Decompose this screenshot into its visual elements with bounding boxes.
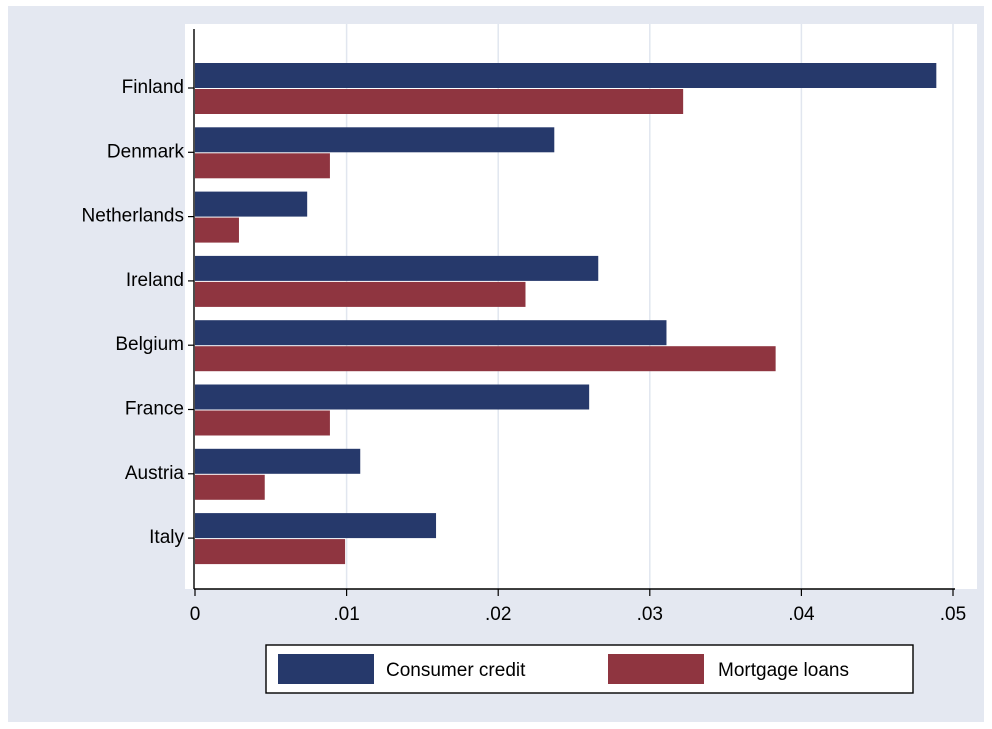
bar-ireland-mortgage-loans (195, 281, 526, 307)
chart-frame: Finland Denmark Netherlands Ireland Belgium F… (8, 6, 984, 722)
bar-denmark-mortgage-loans (195, 153, 330, 179)
legend-label-mortgage-loans: Mortgage loans (718, 660, 849, 681)
bar-ireland-consumer-credit (195, 255, 599, 281)
bar-netherlands-consumer-credit (195, 191, 308, 217)
bar-belgium-consumer-credit (195, 320, 667, 346)
bar-france-mortgage-loans (195, 410, 330, 436)
bar-austria-mortgage-loans (195, 474, 265, 500)
bar-chart: Finland Denmark Netherlands Ireland Belgium F… (8, 6, 984, 722)
legend-swatch-mortgage-loans (608, 654, 704, 684)
x-tick-label: .04 (788, 604, 815, 625)
bar-finland-mortgage-loans (195, 89, 684, 114)
x-tick-label: .03 (637, 604, 663, 625)
x-tick-label: .05 (940, 604, 966, 625)
y-tick-label: Netherlands (82, 206, 184, 227)
legend-label-consumer-credit: Consumer credit (386, 660, 526, 681)
bar-italy-consumer-credit (195, 513, 437, 539)
y-tick-label: Ireland (126, 270, 184, 291)
legend: Consumer credit Mortgage loans (265, 644, 914, 694)
bar-belgium-mortgage-loans (195, 346, 776, 372)
bar-italy-mortgage-loans (195, 539, 346, 565)
bars (195, 63, 937, 565)
y-tick-label: Austria (125, 463, 185, 484)
bar-netherlands-mortgage-loans (195, 217, 239, 243)
bar-austria-consumer-credit (195, 448, 361, 474)
bar-finland-consumer-credit (195, 63, 937, 88)
y-tick-label: Belgium (115, 334, 184, 355)
legend-swatch-consumer-credit (278, 654, 374, 684)
bar-france-consumer-credit (195, 384, 590, 410)
bar-denmark-consumer-credit (195, 127, 555, 153)
y-tick-label: Denmark (107, 141, 185, 162)
x-tick-label: .01 (333, 604, 359, 625)
x-tick-label: .02 (485, 604, 511, 625)
y-tick-label: Finland (122, 77, 184, 98)
x-tick-label: 0 (190, 604, 201, 625)
axes: Finland Denmark Netherlands Ireland Belgium F… (82, 29, 966, 625)
y-tick-label: Italy (149, 527, 184, 548)
y-tick-label: France (125, 399, 184, 420)
